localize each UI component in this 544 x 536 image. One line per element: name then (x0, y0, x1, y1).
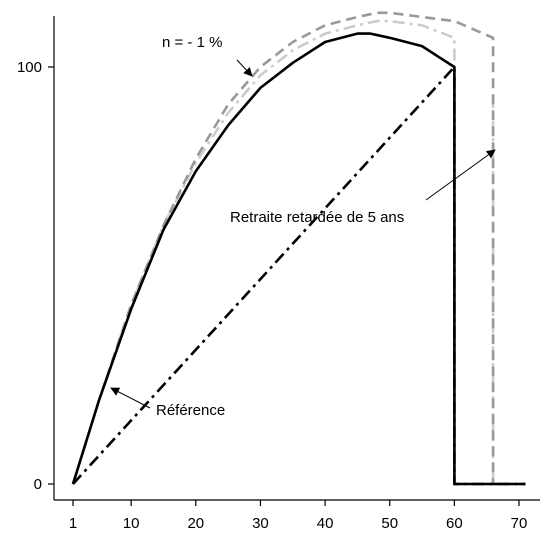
series-layer (71, 11, 526, 486)
annotation-layer: n = - 1 % Retraite retardée de 5 ans Réf… (110, 34, 496, 419)
x-tick-label: 30 (252, 515, 269, 532)
x-tick-label: 1 (69, 515, 77, 532)
annotation-arrow-retraite (425, 149, 496, 201)
x-tick-label: 70 (511, 515, 528, 532)
series-line-2 (72, 65, 526, 486)
annotation-reference: Référence (156, 402, 225, 419)
annotation-n-minus-1: n = - 1 % (162, 34, 222, 51)
y-tick-label: 100 (17, 59, 42, 76)
annotation-retraite: Retraite retardée de 5 ans (230, 209, 404, 226)
x-tick-label: 60 (446, 515, 463, 532)
x-tick-label: 50 (381, 515, 398, 532)
x-tick-label: 10 (123, 515, 140, 532)
y-tick-label: 0 (34, 476, 42, 493)
annotation-arrow-reference (110, 387, 151, 409)
annotation-arrow-n-minus-1 (236, 59, 253, 77)
x-tick-label: 20 (187, 515, 204, 532)
series-line-1 (71, 32, 526, 486)
series-line-4 (71, 19, 495, 486)
axis-layer: 1 10 20 30 40 50 60 70 0 100 (17, 59, 527, 532)
series-line-3 (71, 11, 526, 486)
x-tick-label: 40 (317, 515, 334, 532)
